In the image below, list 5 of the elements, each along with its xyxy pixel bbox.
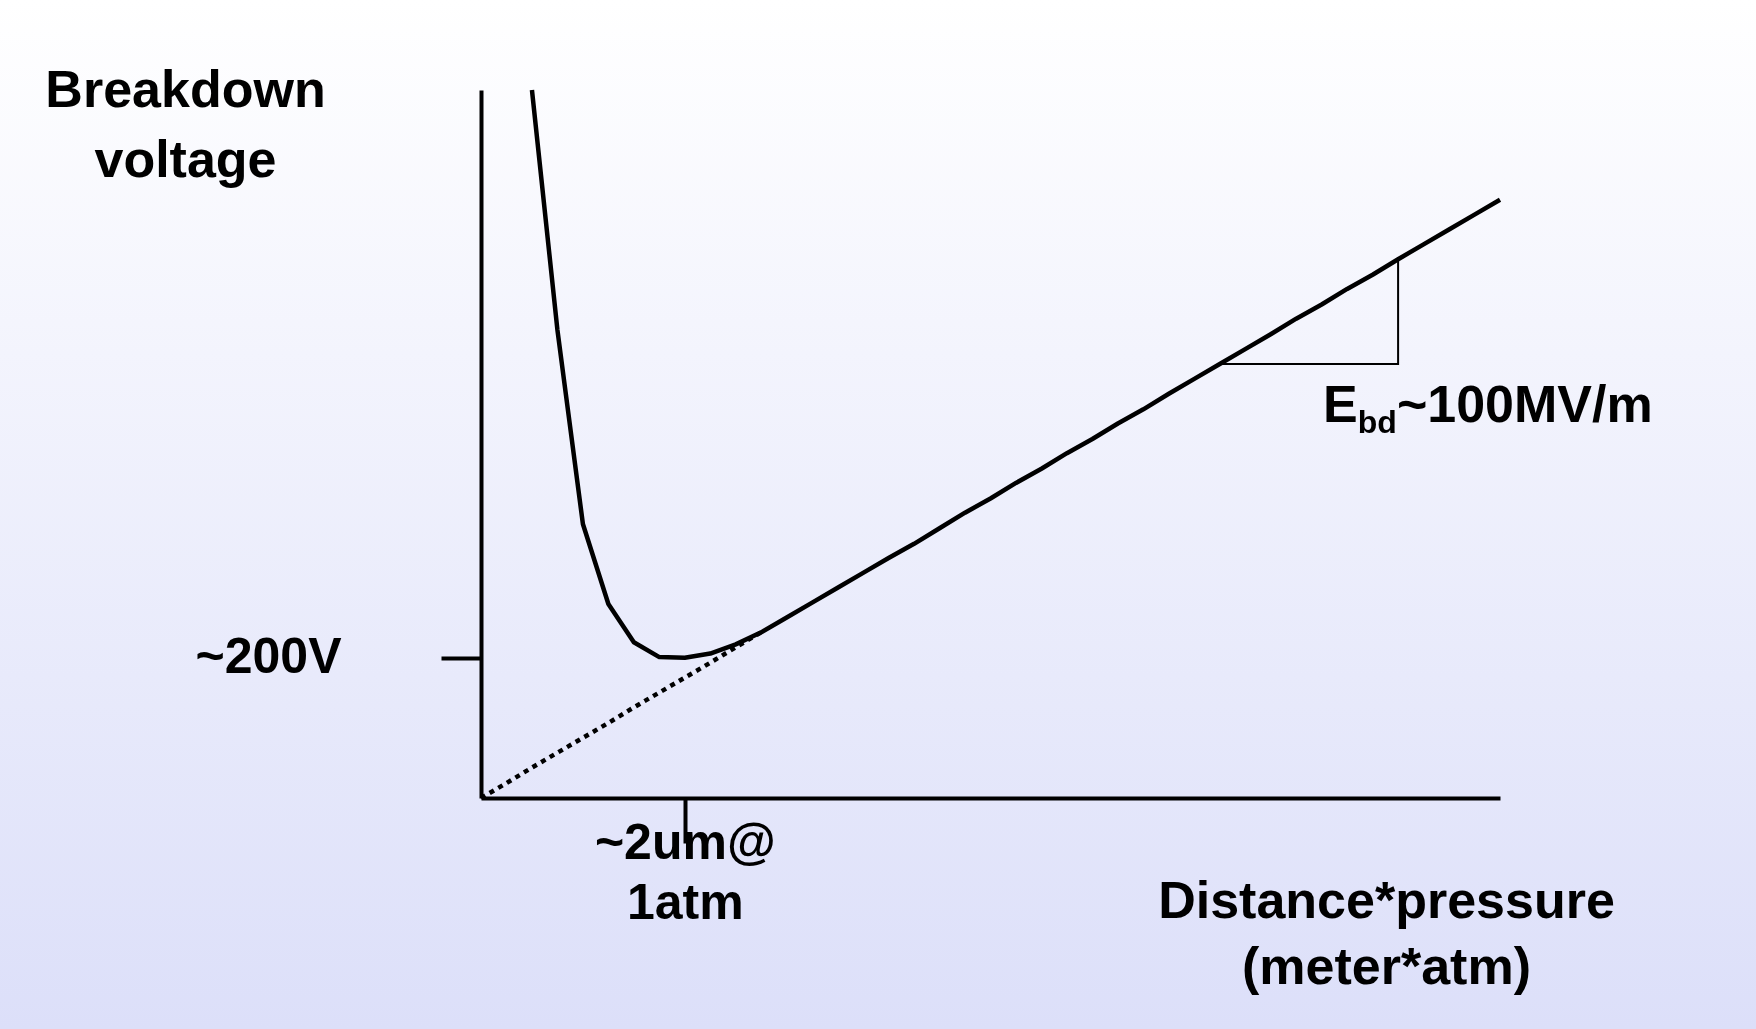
- annotation: E$_{bd}$~100MV/m: [1323, 374, 1653, 442]
- text: ~2um@ 1atm: [594, 813, 776, 930]
- x-axis-title: Distance*pressure (meter*atm): [1158, 870, 1615, 995]
- text: ~200V: [195, 628, 343, 685]
- y-axis-title: Breakdown voltage: [45, 59, 326, 188]
